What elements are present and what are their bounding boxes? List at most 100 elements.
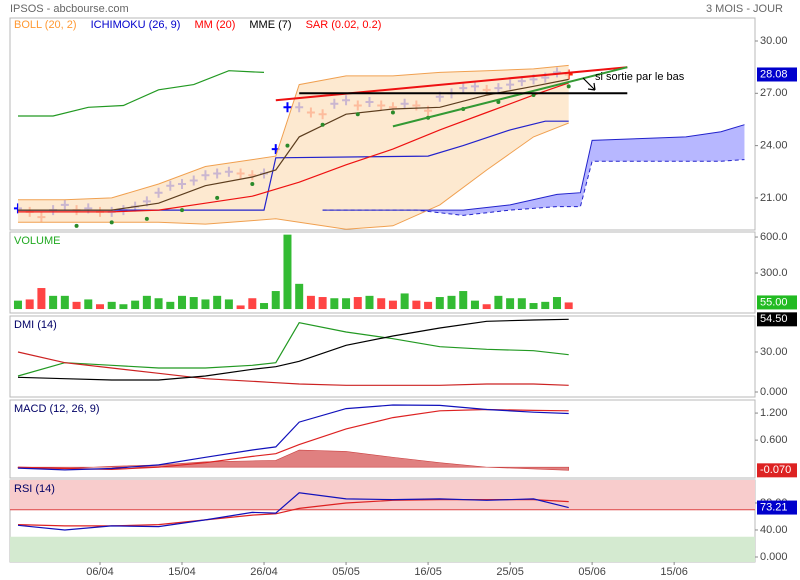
oversold-zone (10, 536, 755, 562)
volume-bar (470, 300, 479, 310)
indicator-line (17, 351, 569, 386)
last-value-label: 73.21 (760, 501, 788, 513)
panel-title: DMI (14) (14, 319, 57, 331)
sar-dot (215, 195, 220, 200)
volume-bar (271, 291, 280, 310)
volume-bar (142, 295, 151, 310)
band-lower (18, 122, 569, 230)
volume-bar (295, 283, 304, 310)
indicator-line (18, 82, 569, 213)
volume-bar (541, 301, 550, 310)
last-value-box (757, 500, 797, 515)
indicator-line (17, 318, 569, 381)
x-tick-label: 15/06 (660, 566, 688, 578)
volume-bar (517, 298, 526, 310)
volume-bar (13, 300, 22, 310)
indicator-line (17, 322, 569, 377)
last-value-box (757, 295, 797, 310)
y-tick-label: 21.00 (760, 192, 788, 204)
volume-bar (236, 305, 245, 310)
y-tick-label: 27.00 (760, 87, 788, 99)
price-bar (283, 102, 292, 113)
panel-title: RSI (14) (14, 483, 55, 495)
last-value-box (757, 463, 797, 478)
last-value-label: 55.00 (760, 296, 788, 308)
sar-dot (355, 112, 360, 117)
volume-bar (424, 301, 433, 310)
last-value-box (757, 67, 797, 82)
volume-bar (564, 302, 573, 310)
last-value-label: -0.070 (760, 464, 791, 476)
site-title: IPSOS - abcbourse.com (10, 3, 129, 15)
sar-dot (250, 181, 255, 186)
legend-entry: SAR (0.02, 0.2) (306, 19, 382, 31)
volume-bar (306, 295, 315, 310)
band-upper (18, 64, 569, 201)
volume-bar (107, 301, 116, 310)
trend-line (275, 66, 628, 102)
volume-bar (506, 298, 515, 310)
y-tick-label: 1.200 (760, 407, 788, 419)
sar-dot (390, 110, 395, 115)
volume-bar (213, 295, 222, 310)
indicator-line (18, 120, 569, 211)
volume-bar (178, 295, 187, 310)
y-tick-label: 600.0 (760, 231, 788, 243)
volume-bar (154, 298, 163, 310)
band-fill (17, 65, 569, 230)
volume-bar (166, 301, 175, 310)
y-tick-label: 24.00 (760, 140, 788, 152)
volume-bar (72, 301, 81, 310)
y-tick-label: 300.0 (760, 267, 788, 279)
volume-bar (95, 304, 104, 310)
panel-plot (17, 318, 569, 386)
volume-bar (447, 295, 456, 310)
volume-bar (84, 299, 93, 310)
volume-bar (60, 295, 69, 310)
volume-bar (388, 300, 397, 310)
x-tick-label: 25/05 (496, 566, 524, 578)
volume-bar (377, 298, 386, 310)
y-tick-label: 0.000 (760, 386, 788, 398)
volume-bar (342, 298, 351, 310)
indicator-line (18, 78, 569, 211)
legend-entry: MM (20) (194, 19, 235, 31)
last-value-label: 54.50 (760, 313, 788, 325)
panel-frame (9, 315, 756, 398)
volume-bar (119, 304, 128, 310)
legend-entry: BOLL (20, 2) (14, 19, 77, 31)
volume-bar (49, 295, 58, 310)
trend-line (392, 66, 628, 128)
overbought-zone (10, 480, 755, 510)
sar-dot (285, 143, 290, 148)
y-tick-label: 0.600 (760, 434, 788, 446)
y-tick-label: 0.000 (760, 551, 788, 563)
volume-bar (494, 295, 503, 310)
period-label: 3 MOIS - JOUR (706, 3, 783, 15)
x-tick-label: 05/06 (578, 566, 606, 578)
volume-bar (25, 299, 34, 310)
panel-plot (17, 404, 569, 471)
last-value-label: 28.08 (760, 68, 788, 80)
sar-dot (320, 122, 325, 127)
y-tick-label: 30.00 (760, 346, 788, 358)
panel-plot (13, 64, 745, 230)
indicator-line (17, 492, 569, 531)
volume-bar (552, 297, 561, 310)
volume-bar (283, 234, 292, 310)
panel-plot (10, 480, 755, 562)
y-tick-label: 30.00 (760, 35, 788, 47)
volume-bar (330, 298, 339, 310)
y-tick-label: 40.00 (760, 524, 788, 536)
volume-bar (365, 295, 374, 310)
x-tick-label: 26/04 (250, 566, 278, 578)
volume-bar (459, 291, 468, 310)
volume-bar (529, 303, 538, 310)
volume-bar (260, 303, 269, 310)
volume-bar (224, 299, 233, 310)
volume-bar (201, 299, 210, 310)
panel-title: VOLUME (14, 235, 60, 247)
volume-bar (435, 297, 444, 310)
